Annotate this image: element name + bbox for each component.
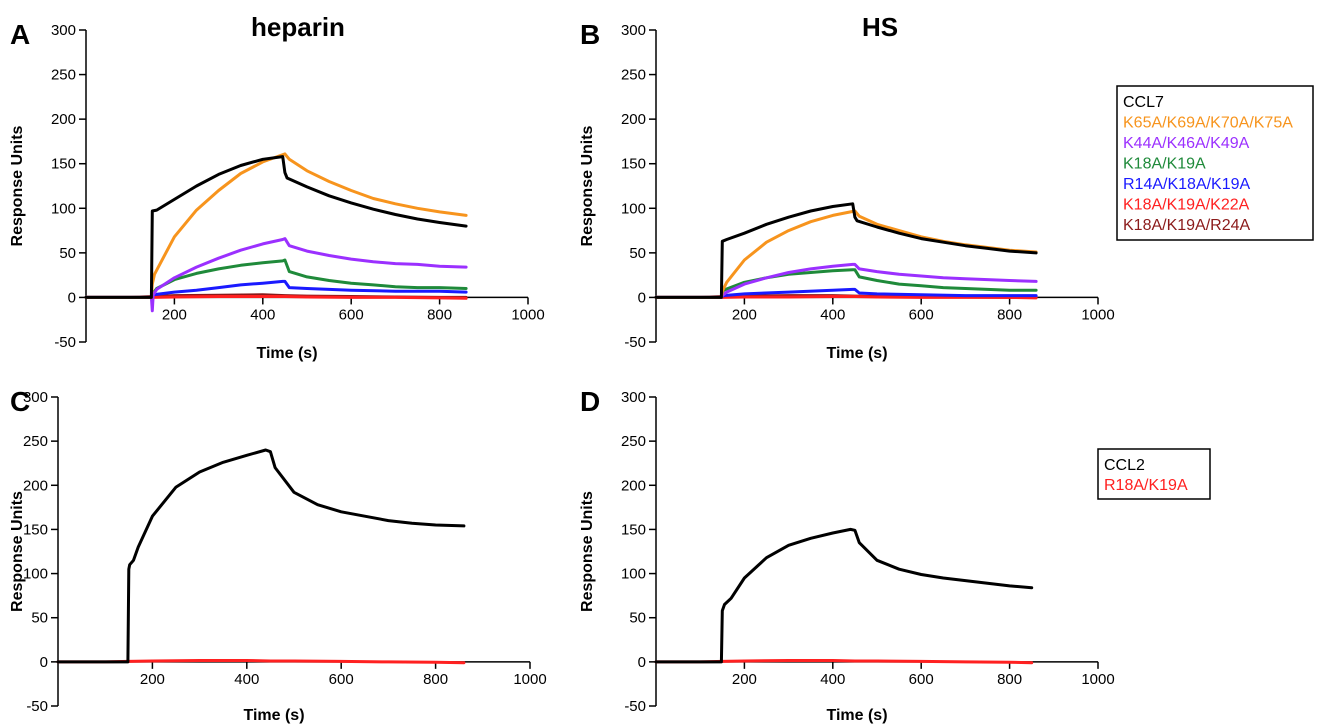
panel-a-y-tick-label: 0	[68, 289, 76, 306]
panel-d-x-tick-label: 1000	[1081, 671, 1114, 688]
panel-b-y-tick-label: 150	[621, 156, 646, 173]
panel-d-y-tick-label: 200	[621, 477, 646, 494]
panel-b-legend-entry-r14a-k18a-k19a: R14A/K18A/K19A	[1123, 176, 1251, 193]
panel-d-legend: CCL2 R18A/K19A	[1097, 448, 1211, 500]
panel-b-series-k65a-k69a-k70a-k75a	[654, 209, 1038, 299]
panel-b-letter: B	[580, 19, 600, 50]
panel-a-y-tick-label: 150	[51, 156, 76, 173]
panel-a-y-tick-label: 200	[51, 111, 76, 128]
panel-b-y-tick-label: 300	[621, 22, 646, 39]
panel-b-y-tick-label: 100	[621, 200, 646, 217]
panel-a-y-axis-title: Response Units	[9, 125, 26, 246]
panel-d-series-ccl2	[654, 527, 1034, 664]
panel-a-x-tick-label: 600	[339, 306, 364, 323]
panel-d-x-tick-label: 800	[997, 671, 1022, 688]
panel-b-x-tick-label: 400	[820, 306, 845, 323]
panel-b-y-tick-label: 200	[621, 111, 646, 128]
panel-c-y-tick-label: 300	[23, 389, 48, 406]
panel-b-x-axis-title: Time (s)	[826, 345, 887, 362]
panel-a-series-ccl7	[84, 155, 468, 299]
panel-b-y-axis-title: Response Units	[579, 125, 596, 246]
panel-a-title: heparin	[251, 12, 345, 42]
panel-d-letter: D	[580, 386, 600, 417]
panel-c-y-tick-label: 50	[31, 610, 48, 627]
panel-b-legend-entry-k18a-k19a: K18A/K19A	[1123, 156, 1206, 173]
panel-a-y-tick-label: 250	[51, 67, 76, 84]
panel-a-series-k44a-k46a-k49a	[84, 237, 468, 313]
panel-a-x-tick-label: 200	[162, 306, 187, 323]
panel-c-x-axis-title: Time (s)	[243, 707, 304, 724]
panel-b-y-tick-label: 0	[638, 289, 646, 306]
panel-c-x-tick-label: 1000	[513, 671, 546, 688]
panel-d-y-axis-title: Response Units	[579, 491, 596, 612]
panel-b-x-tick-label: 200	[732, 306, 757, 323]
panel-b-legend-entry-k65a-k69a-k70a-k75a: K65A/K69A/K70A/K75A	[1123, 115, 1293, 132]
panel-d-y-tick-label: 150	[621, 521, 646, 538]
panel-c-y-tick-label: 0	[40, 654, 48, 671]
panel-b-series-k18a-k19a	[654, 268, 1038, 299]
panel-a-x-tick-label: 400	[250, 306, 275, 323]
panel-d-x-tick-label: 200	[732, 671, 757, 688]
panel-d-y-tick-label: -50	[624, 698, 646, 715]
panel-b-x-tick-label: 1000	[1081, 306, 1114, 323]
panel-d-x-axis-title: Time (s)	[826, 707, 887, 724]
panel-d-y-tick-label: 300	[621, 389, 646, 406]
panel-a-x-tick-label: 800	[427, 306, 452, 323]
panel-d-y-tick-label: 250	[621, 433, 646, 450]
panel-b-legend-entry-k18a-k19a-k22a: K18A/K19A/K22A	[1123, 197, 1250, 214]
panel-b-legend-entry-ccl7: CCL7	[1123, 94, 1164, 111]
panel-c-letter: C	[10, 386, 30, 417]
panel-d-y-tick-label: 50	[629, 610, 646, 627]
panel-c-y-tick-label: -50	[26, 698, 48, 715]
panel-a-letter: A	[10, 19, 30, 50]
panel-a-series-k65a-k69a-k70a-k75a	[84, 152, 468, 299]
panel-a-x-axis-title: Time (s)	[256, 345, 317, 362]
panel-d-x-tick-label: 400	[820, 671, 845, 688]
panel-c-x-tick-label: 200	[140, 671, 165, 688]
panel-b-x-tick-label: 600	[909, 306, 934, 323]
panel-a-y-tick-label: 50	[59, 245, 76, 262]
panel-b-title: HS	[862, 12, 898, 42]
panel-b: B HS -50 0 50 100 150 200 250 300 200 400 600 800 1000…	[579, 12, 1314, 362]
panel-d-x-tick-label: 600	[909, 671, 934, 688]
panel-b-series-k44a-k46a-k49a	[654, 262, 1038, 299]
panel-d-legend-entry-ccl2: CCL2	[1104, 457, 1145, 474]
panel-d: D -50 0 50 100 150 200 250 300 200 400 600 800 1000 Ti…	[579, 386, 1211, 724]
panel-c-x-tick-label: 600	[329, 671, 354, 688]
panel-c: C -50 0 50 100 150 200 250 300 200 400 600 800 1000 Ti…	[9, 386, 547, 724]
panel-d-legend-box	[1097, 448, 1211, 500]
panel-b-legend-box	[1116, 85, 1314, 241]
panel-b-y-tick-label: 50	[629, 245, 646, 262]
panel-a-y-tick-label: -50	[54, 334, 76, 351]
panel-c-y-tick-label: 250	[23, 433, 48, 450]
panel-b-y-tick-label: -50	[624, 334, 646, 351]
panel-c-y-tick-label: 200	[23, 477, 48, 494]
panel-d-legend-entry-r18a-k19a: R18A/K19A	[1104, 477, 1188, 494]
panel-b-series-ccl7	[654, 202, 1038, 299]
panel-b-legend: CCL7 K65A/K69A/K70A/K75A K44A/K46A/K49A K18…	[1116, 85, 1314, 241]
panel-b-legend-entry-k18a-k19a-r24a: K18A/K19A/R24A	[1123, 217, 1251, 234]
panel-c-series-ccl2	[56, 448, 466, 664]
panel-d-y-tick-label: 100	[621, 566, 646, 583]
panel-c-x-tick-label: 400	[234, 671, 259, 688]
panel-b-legend-entry-k44a-k46a-k49a: K44A/K46A/K49A	[1123, 135, 1250, 152]
panel-c-y-tick-label: 150	[23, 521, 48, 538]
panel-d-y-tick-label: 0	[638, 654, 646, 671]
panel-c-y-tick-label: 100	[23, 566, 48, 583]
panel-c-y-axis-title: Response Units	[9, 491, 26, 612]
panel-a-x-tick-label: 1000	[511, 306, 544, 323]
panel-a-y-tick-label: 300	[51, 22, 76, 39]
panel-b-x-tick-label: 800	[997, 306, 1022, 323]
panel-c-x-tick-label: 800	[423, 671, 448, 688]
panel-b-y-tick-label: 250	[621, 67, 646, 84]
panel-a-y-tick-label: 100	[51, 200, 76, 217]
